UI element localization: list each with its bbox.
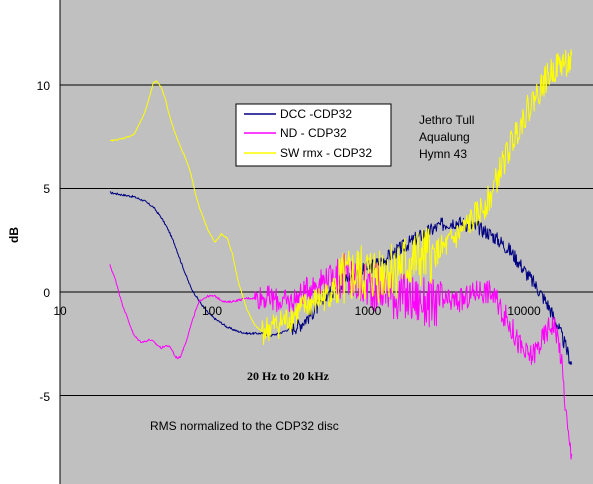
legend-label-dcc: DCC -CDP32	[280, 107, 352, 121]
legend-label-sw: SW rmx - CDP32	[280, 146, 372, 160]
legend-label-nd: ND - CDP32	[280, 126, 347, 140]
y-tick-label-10: 10	[37, 79, 51, 93]
series-line-nd	[109, 253, 573, 460]
plot-area	[60, 0, 593, 484]
x-tick-label-10: 10	[53, 304, 67, 318]
annotation-frequency-range: 20 Hz to 20 kHz	[247, 369, 330, 383]
legend: DCC -CDP32 ND - CDP32 SW rmx - CDP32	[235, 103, 392, 167]
annotation-artist: Jethro Tull	[419, 113, 474, 127]
series-line-sw	[109, 49, 573, 345]
x-tick-label-1000: 1000	[355, 304, 382, 318]
annotation-track: Hymn 43	[419, 147, 467, 161]
x-tick-label-10000: 10000	[507, 304, 541, 318]
series-lines	[109, 49, 573, 460]
y-axis-title: dB	[7, 227, 21, 243]
annotation-album: Aqualung	[419, 130, 470, 144]
x-tick-label-100: 100	[202, 304, 222, 318]
y-tick-label-minus5: -5	[39, 390, 50, 404]
y-tick-label-5: 5	[43, 182, 50, 196]
legend-box	[235, 103, 392, 167]
y-tick-label-0: 0	[43, 286, 50, 300]
annotation-normalization-note: RMS normalized to the CDP32 disc	[150, 419, 339, 433]
